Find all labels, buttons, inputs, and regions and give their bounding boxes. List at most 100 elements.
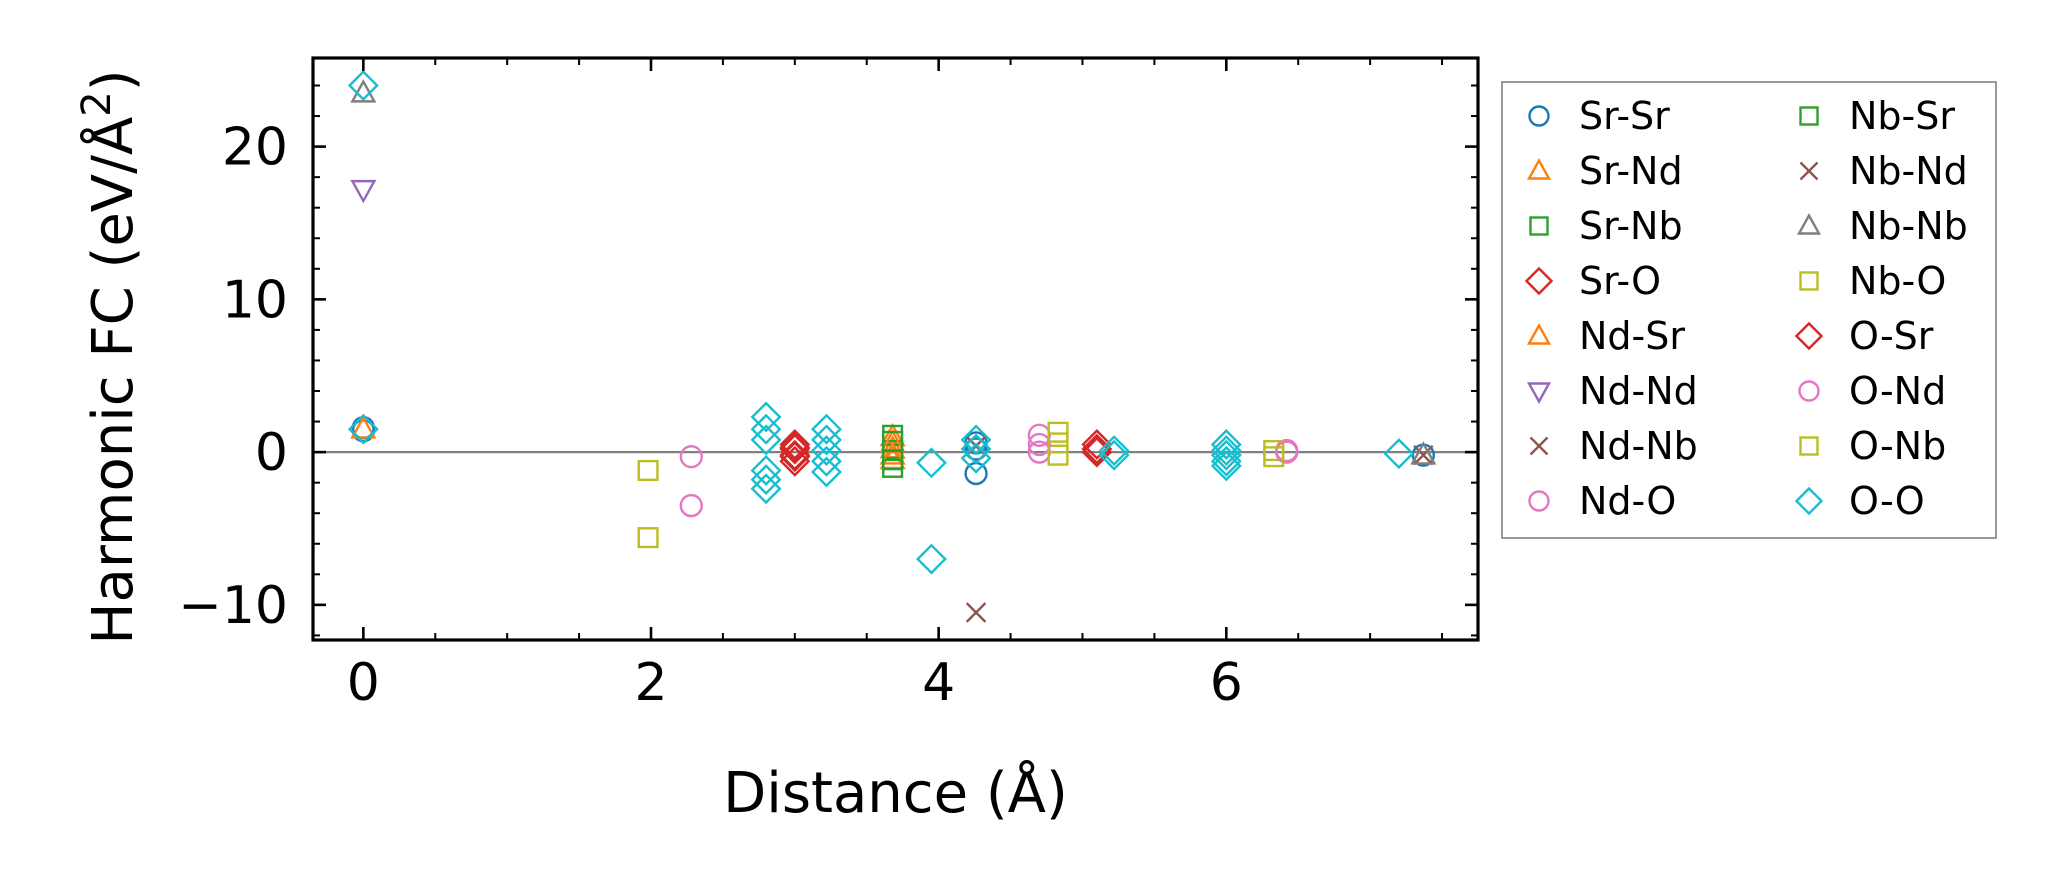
- legend-item: Sr-O: [1524, 259, 1661, 303]
- data-point: [960, 442, 992, 474]
- data-point: [679, 493, 703, 518]
- data-point: [882, 449, 904, 471]
- legend-item: Sr-Sr: [1528, 94, 1670, 138]
- series-nd-nd: [350, 179, 377, 204]
- legend-item: Nb-Nd: [1799, 149, 1968, 193]
- legend-label: Nd-Nd: [1579, 369, 1698, 413]
- legend-label: Sr-Nd: [1579, 149, 1683, 193]
- data-point: [1413, 444, 1434, 466]
- data-point: [347, 413, 379, 445]
- series-nb-o: [637, 421, 1285, 549]
- legend-item: O-Nd: [1798, 369, 1946, 413]
- legend-marker: [1799, 436, 1819, 456]
- legend-marker: [1528, 105, 1550, 127]
- data-point: [960, 433, 992, 465]
- y-axis-label: Harmonic FC (eV/Å2): [74, 69, 146, 644]
- legend-item: Nb-Sr: [1799, 94, 1955, 138]
- legend-marker: [1529, 216, 1549, 236]
- legend-marker: [1524, 266, 1554, 296]
- legend-item: O-Sr: [1794, 314, 1934, 358]
- legend-marker: [1796, 213, 1822, 235]
- data-point: [916, 543, 947, 575]
- legend-label: Nb-Sr: [1849, 94, 1955, 138]
- legend-box: [1501, 81, 1997, 539]
- data-point: [750, 473, 782, 505]
- data-point: [1047, 421, 1069, 443]
- data-point: [750, 413, 782, 445]
- legend-marker: [1798, 380, 1820, 402]
- legend-item: O-Nb: [1799, 424, 1946, 468]
- legend-label: Nd-Nb: [1579, 424, 1698, 468]
- plot-frame: [311, 56, 1480, 642]
- data-point: [779, 441, 811, 473]
- data-point: [964, 437, 988, 461]
- data-point: [1263, 446, 1285, 468]
- legend-marker: [1794, 486, 1824, 516]
- data-point: [879, 441, 906, 465]
- x-tick-label: 4: [922, 653, 955, 713]
- data-point: [1275, 440, 1299, 464]
- legend-marker: [1526, 382, 1552, 404]
- series-o-nb: [1047, 432, 1285, 468]
- legend-item: Sr-Nb: [1529, 204, 1683, 248]
- legend-label: Nd-Sr: [1579, 314, 1685, 358]
- legend-label: Sr-Sr: [1579, 94, 1670, 138]
- data-point: [811, 456, 842, 488]
- legend-item: Nd-Nd: [1526, 369, 1698, 413]
- data-point: [350, 415, 377, 439]
- data-point: [779, 429, 811, 460]
- data-point: [779, 445, 811, 477]
- legend-item: O-O: [1794, 479, 1925, 523]
- data-point: [351, 419, 375, 443]
- data-point: [779, 432, 811, 463]
- legend-label: Nb-Nb: [1849, 204, 1968, 248]
- series-nb-nb: [350, 79, 1437, 465]
- axes: 0 2 4 6 −10 0 10 20: [178, 56, 1480, 713]
- legend-label: O-O: [1849, 479, 1925, 523]
- data-point: [965, 602, 987, 623]
- legend-marker: [1799, 161, 1819, 181]
- series-nd-nb: [965, 444, 1434, 623]
- legend-marker: [1799, 271, 1819, 291]
- legend-label: O-Sr: [1849, 314, 1934, 358]
- data-point: [1210, 439, 1242, 471]
- data-point: [960, 424, 992, 456]
- legend-item: Nd-Sr: [1526, 314, 1685, 358]
- x-axis-label: Distance (Å): [723, 760, 1068, 826]
- data-point: [750, 401, 782, 433]
- series-nb-sr: [882, 430, 904, 471]
- data-point: [1210, 445, 1242, 477]
- data-point: [637, 527, 659, 549]
- data-point: [1210, 435, 1242, 467]
- legend-item: Nb-Nb: [1796, 204, 1968, 248]
- legend-item: Nb-O: [1799, 259, 1946, 303]
- legend-marker: [1794, 321, 1824, 351]
- y-tick-label: 10: [222, 270, 288, 330]
- data-point: [350, 79, 377, 103]
- x-tick-label: 2: [634, 653, 667, 713]
- data-point: [1098, 439, 1130, 471]
- data-point: [811, 435, 842, 467]
- data-point: [750, 464, 782, 496]
- legend-label: Sr-Nb: [1579, 204, 1683, 248]
- data-point: [350, 179, 377, 204]
- data-point: [1383, 438, 1415, 470]
- data-point: [1098, 435, 1130, 467]
- legend-marker: [1526, 323, 1552, 345]
- legend-label: Nd-O: [1579, 479, 1676, 523]
- data-point: [1081, 429, 1113, 460]
- data-point: [750, 454, 782, 486]
- data-point: [1047, 432, 1069, 454]
- data-point: [916, 447, 947, 479]
- data-point: [1210, 450, 1242, 482]
- data-point: [347, 70, 379, 101]
- series-o-o: [347, 70, 1415, 575]
- data-point: [1210, 429, 1242, 460]
- data-point: [811, 445, 842, 477]
- legend-item: Nd-O: [1528, 479, 1676, 523]
- x-tick-label: 0: [347, 653, 380, 713]
- x-tick-label: 6: [1210, 653, 1243, 713]
- legend-item: Sr-Nd: [1526, 149, 1683, 193]
- y-tick-label: −10: [178, 576, 288, 636]
